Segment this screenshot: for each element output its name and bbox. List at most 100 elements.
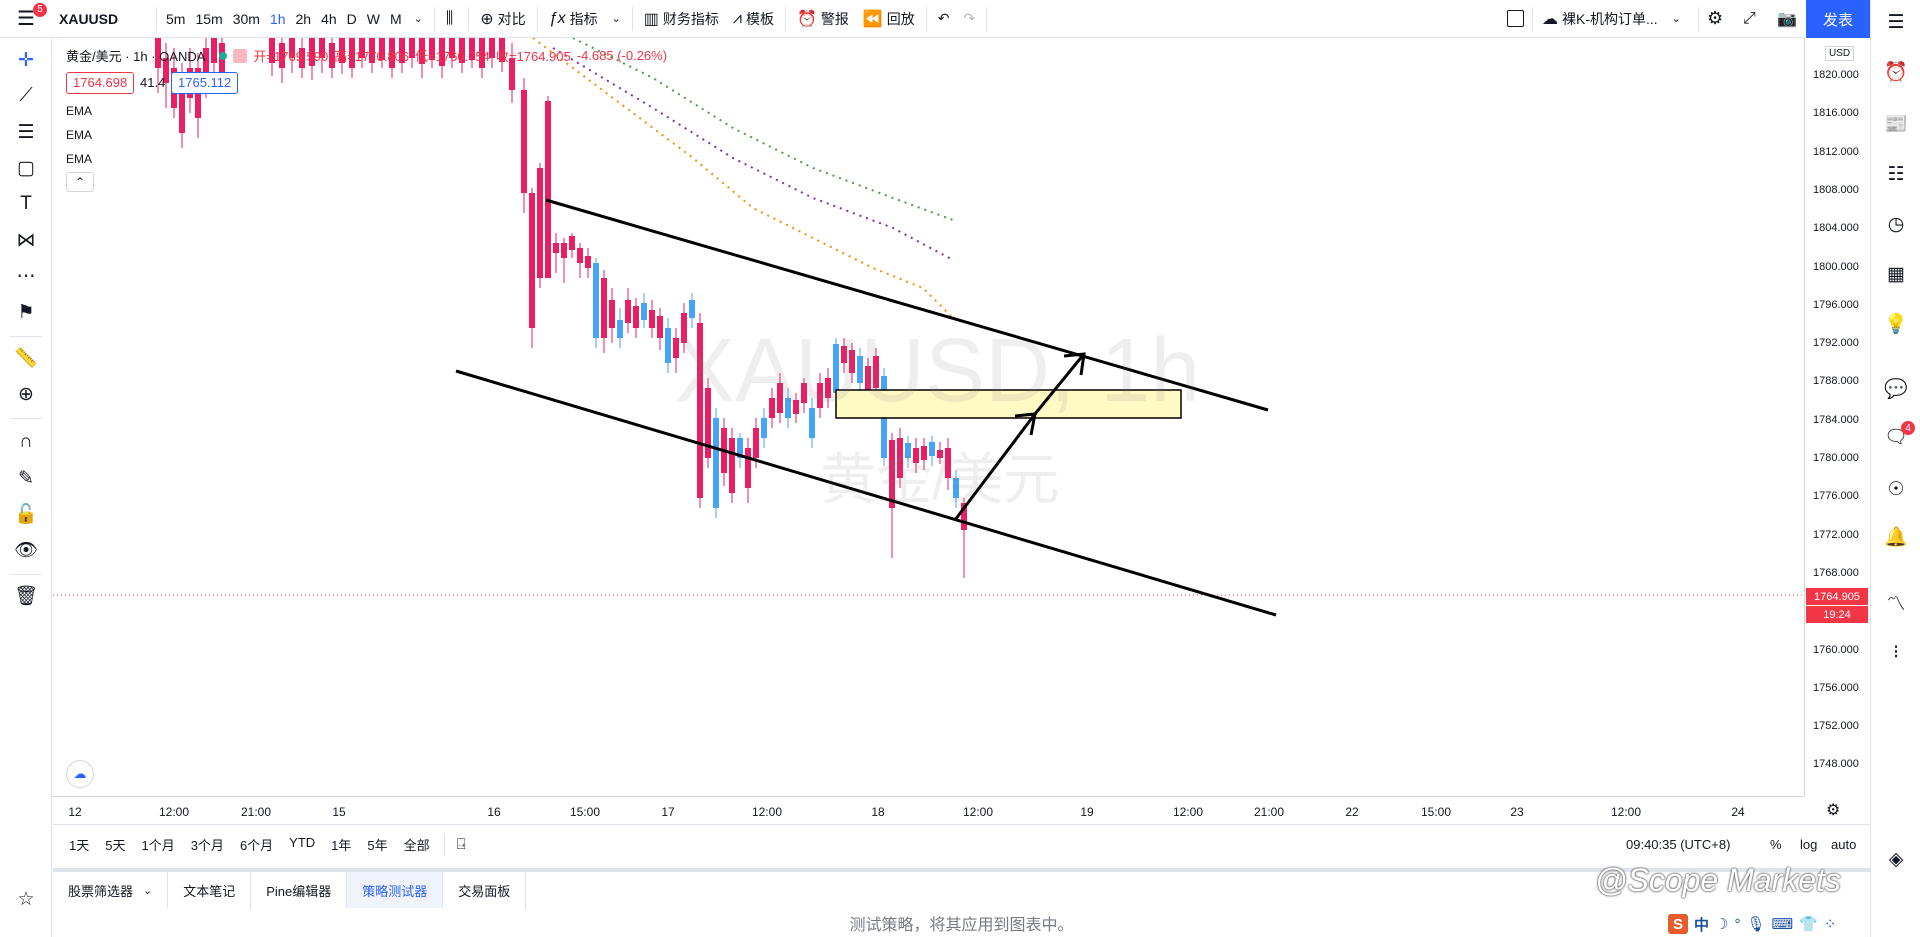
star-icon[interactable]: ☆ [17,888,35,910]
stay-drawing-icon[interactable]: ✎ [18,467,34,489]
calendar-icon[interactable]: ▦ [1887,263,1905,285]
range-8[interactable]: 全部 [403,838,430,853]
watchlist-icon[interactable]: ☰ [1887,11,1905,33]
auto-toggle[interactable]: auto [1831,837,1857,852]
horizontal-lines-icon[interactable]: ☰ [17,121,35,143]
menu-button[interactable]: ☰ 5 [0,0,52,38]
tab-pine-editor[interactable]: Pine编辑器 [251,872,348,908]
ime-toolbar: S 中 ☽ ° 🎙 ⌨ 👕 ⁘ [1668,912,1868,936]
lock-icon[interactable]: 🔓 [14,504,38,525]
data-window-icon[interactable]: ☷ [1887,163,1905,185]
interval-W[interactable]: W [366,10,380,27]
icons-tool-icon[interactable]: ⚑ [17,301,35,323]
ask-price[interactable]: 1765.112 [171,72,239,94]
streams-icon[interactable]: ☉ [1887,478,1905,500]
series-visibility-dot[interactable] [219,51,228,60]
forecast-icon[interactable]: ⋯ [16,265,36,287]
pattern-icon[interactable]: ⋈ [16,229,36,251]
bid-price[interactable]: 1764.698 [66,72,135,94]
divider [10,574,42,575]
price-tick: 1776.000 [1813,490,1859,503]
chat-icon[interactable]: 💬 [1884,379,1908,400]
candle-body [459,38,465,63]
range-buttons: 1天 5天 1个月 3个月 6个月 YTD 1年 5年 全部 [53,835,438,854]
range-4[interactable]: 6个月 [239,838,274,853]
candle-body [825,378,831,398]
layers-icon[interactable]: ◈ [1888,848,1904,870]
hotlist-icon[interactable]: ◷ [1887,213,1905,235]
eye-icon[interactable]: 👁 [13,540,39,561]
percent-toggle[interactable]: % [1770,837,1782,852]
range-6[interactable]: 1年 [331,838,352,853]
symbol-search[interactable]: XAUUSD [59,10,119,27]
series-settings-icon[interactable] [233,48,248,63]
chart-type-button[interactable]: ⫼ [439,0,464,38]
tab-trading-panel[interactable]: 交易面板 [443,872,527,908]
candle-body [521,90,527,193]
time-axis[interactable]: 12 12:00 21:00 15 16 15:00 17 12:00 18 12:00 19 12:… [53,796,1804,824]
price-axis[interactable]: USD 1820.000 1816.000 1812.000 1808.000 1804… [1804,38,1870,796]
interval-5m[interactable]: 5m [166,10,186,27]
trading-panel-icon[interactable]: 〽 [1886,593,1906,615]
ema-label-2[interactable]: EMA [66,128,93,142]
axis-settings-button[interactable]: ⚙ [1826,800,1840,820]
rectangle-icon[interactable]: ▢ [17,157,35,179]
legend-collapse-button[interactable]: ⌃ [66,172,94,192]
news-icon[interactable]: 📰 [1884,114,1908,135]
ruler-icon[interactable]: 📏 [14,348,38,369]
publish-button[interactable]: 发表 [1806,0,1870,38]
fullscreen-button[interactable]: ⤢ [1736,0,1763,38]
ema-label-3[interactable]: EMA [66,152,93,166]
tab-text-notes[interactable]: 文本笔记 [168,872,252,908]
undo-button[interactable]: ↶ [931,0,957,38]
indicators-button[interactable]: ƒx 指标 ⌄ [542,0,628,38]
currency-label[interactable]: USD [1825,46,1855,61]
interval-dropdown[interactable]: ⌄ [407,0,430,38]
range-3[interactable]: 3个月 [190,838,224,853]
text-icon[interactable]: T [20,193,32,214]
zoom-in-icon[interactable]: ⊕ [18,383,34,405]
snapshot-button[interactable]: 📷 [1770,0,1804,38]
candle-body [865,366,871,408]
range-2[interactable]: 1个月 [141,838,175,853]
dom-icon[interactable]: ⁝ [1892,641,1900,663]
ideas-icon[interactable]: 💡 [1884,314,1908,335]
chevron-down-icon: ⌄ [1671,13,1681,25]
compare-button[interactable]: ⊕ 对比 [473,0,532,38]
crosshair-icon[interactable]: ✛ [18,49,34,71]
settings-button[interactable]: ⚙ [1700,0,1730,38]
redo-button[interactable]: ↷ [957,0,983,38]
financials-button[interactable]: ▥ 财务指标 [637,0,726,38]
tab-stock-screener[interactable]: 股票筛选器 ⌄ [53,872,169,908]
series-title[interactable]: 黄金/美元 · 1h · OANDA [66,49,206,64]
alarm-clock-icon[interactable]: ⏰ [1884,62,1908,83]
alerts-button[interactable]: ⏰ 警报 [790,0,856,38]
interval-15m[interactable]: 15m [195,10,223,27]
magnet-icon[interactable]: ∩ [19,431,33,452]
trash-icon[interactable]: 🗑 [13,586,39,607]
fullscreen-layout-toggle[interactable] [1500,0,1531,38]
ema-label-1[interactable]: EMA [66,104,93,118]
interval-1h[interactable]: 1h [269,10,286,27]
interval-4h[interactable]: 4h [321,10,337,27]
notifications-icon[interactable]: 🔔 [1884,527,1908,548]
trend-line-icon[interactable]: ⟋ [19,85,33,106]
replay-button[interactable]: ⏪ 回放 [856,0,922,38]
range-1[interactable]: 5天 [105,838,126,853]
interval-D[interactable]: D [346,10,357,27]
layout-selector[interactable]: ☁ 裸K-机构订单... ⌄ [1535,0,1688,38]
separator [925,6,927,31]
log-toggle[interactable]: log [1800,837,1818,852]
range-7[interactable]: 5年 [367,838,388,853]
interval-M[interactable]: M [390,10,402,27]
templates-button[interactable]: ⩘ 模板 [726,0,781,38]
clock-display[interactable]: 09:40:35 (UTC+8) [1626,837,1731,852]
candle-body [449,38,455,58]
tab-strategy-tester[interactable]: 策略测试器 [347,872,444,908]
range-0[interactable]: 1天 [69,838,90,853]
interval-30m[interactable]: 30m [232,10,260,27]
date-range-button[interactable]: ⍈ [451,836,472,853]
range-5[interactable]: YTD [289,835,316,850]
interval-2h[interactable]: 2h [295,10,312,27]
tv-logo[interactable]: ☁ [66,760,94,788]
